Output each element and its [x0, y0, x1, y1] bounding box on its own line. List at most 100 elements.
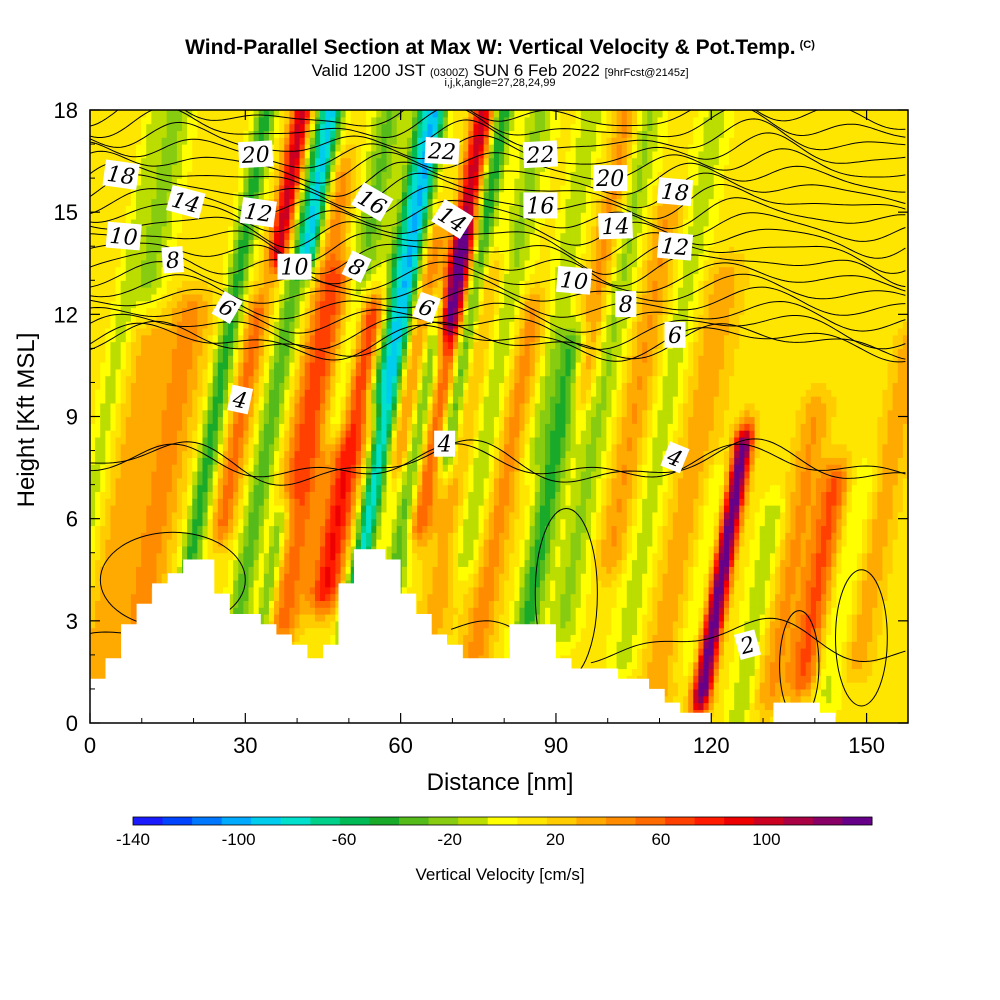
- field-cell: [289, 593, 296, 601]
- field-cell: [125, 470, 132, 479]
- field-cell: [217, 525, 224, 533]
- field-cell: [309, 280, 316, 288]
- field-cell: [238, 573, 244, 581]
- field-cell: [100, 184, 106, 193]
- field-cell: [166, 314, 173, 322]
- field-cell: [182, 144, 188, 152]
- field-cell: [309, 586, 316, 595]
- field-cell: [233, 348, 239, 356]
- field-cell: [304, 355, 311, 363]
- field-cell: [110, 470, 117, 479]
- field-cell: [115, 300, 122, 309]
- field-cell: [146, 218, 152, 227]
- field-cell: [304, 423, 311, 431]
- field-cell: [243, 184, 250, 193]
- field-cell: [105, 648, 112, 656]
- field-cell: [222, 375, 229, 384]
- field-cell: [141, 525, 147, 533]
- field-cell: [263, 164, 270, 172]
- field-cell: [340, 287, 347, 295]
- field-cell: [350, 110, 357, 118]
- field-cell: [314, 539, 321, 547]
- field-cell: [263, 300, 270, 309]
- field-cell: [100, 280, 106, 288]
- field-cell: [187, 382, 193, 390]
- field-cell: [187, 498, 193, 506]
- field-cell: [274, 191, 280, 200]
- field-cell: [335, 355, 342, 363]
- field-cell: [274, 157, 280, 166]
- field-cell: [263, 382, 270, 390]
- field-cell: [192, 443, 198, 452]
- field-cell: [207, 205, 214, 213]
- field-cell: [228, 348, 234, 356]
- field-cell: [176, 171, 183, 179]
- field-cell: [217, 436, 224, 445]
- field-cell: [207, 545, 214, 554]
- field-cell: [294, 375, 301, 384]
- field-cell: [110, 559, 117, 567]
- field-cell: [105, 532, 112, 540]
- field-cell: [263, 416, 270, 424]
- field-cell: [335, 620, 342, 629]
- field-cell: [197, 280, 204, 288]
- field-cell: [274, 348, 280, 356]
- field-cell: [233, 416, 239, 424]
- field-cell: [355, 178, 362, 186]
- field-cell: [166, 464, 173, 472]
- field-cell: [274, 355, 280, 363]
- field-cell: [366, 362, 372, 370]
- field-cell: [248, 300, 255, 309]
- field-cell: [90, 402, 96, 411]
- field-cell: [314, 123, 321, 132]
- field-cell: [325, 314, 331, 322]
- chart-info: i,j,k,angle=27,28,24,99: [444, 77, 556, 89]
- field-cell: [115, 511, 122, 520]
- field-cell: [243, 225, 250, 234]
- field-cell: [233, 457, 239, 465]
- field-cell: [238, 436, 244, 445]
- field-cell: [141, 157, 147, 166]
- field-cell: [110, 409, 117, 418]
- field-cell: [228, 470, 234, 479]
- field-cell: [207, 457, 214, 465]
- field-cell: [90, 498, 96, 506]
- field-cell: [125, 498, 132, 506]
- field-cell: [294, 130, 301, 138]
- field-cell: [238, 498, 244, 506]
- field-cell: [151, 532, 158, 540]
- field-cell: [304, 505, 311, 513]
- field-cell: [125, 348, 132, 356]
- field-cell: [222, 116, 229, 125]
- field-cell: [268, 511, 275, 520]
- field-cell: [325, 327, 331, 336]
- field-cell: [192, 430, 198, 438]
- field-cell: [289, 327, 296, 336]
- field-cell: [115, 280, 122, 288]
- field-cell: [253, 253, 260, 261]
- field-cell: [335, 600, 342, 608]
- field-cell: [146, 457, 152, 465]
- field-cell: [340, 368, 347, 377]
- field-cell: [233, 116, 239, 125]
- field-cell: [268, 307, 275, 315]
- field-cell: [320, 634, 326, 642]
- field-cell: [325, 110, 331, 118]
- field-cell: [253, 327, 260, 336]
- field-cell: [253, 307, 260, 315]
- field-cell: [146, 287, 152, 295]
- field-cell: [268, 178, 275, 186]
- field-cell: [366, 225, 372, 234]
- field-cell: [182, 300, 188, 309]
- field-cell: [217, 178, 224, 186]
- field-cell: [340, 150, 347, 159]
- field-cell: [222, 218, 229, 227]
- field-cell: [130, 253, 137, 261]
- field-cell: [309, 110, 316, 118]
- field-cell: [289, 130, 296, 138]
- field-cell: [274, 225, 280, 234]
- field-cell: [228, 334, 234, 343]
- field-cell: [299, 184, 306, 193]
- field-cell: [95, 253, 101, 261]
- field-cell: [136, 191, 142, 200]
